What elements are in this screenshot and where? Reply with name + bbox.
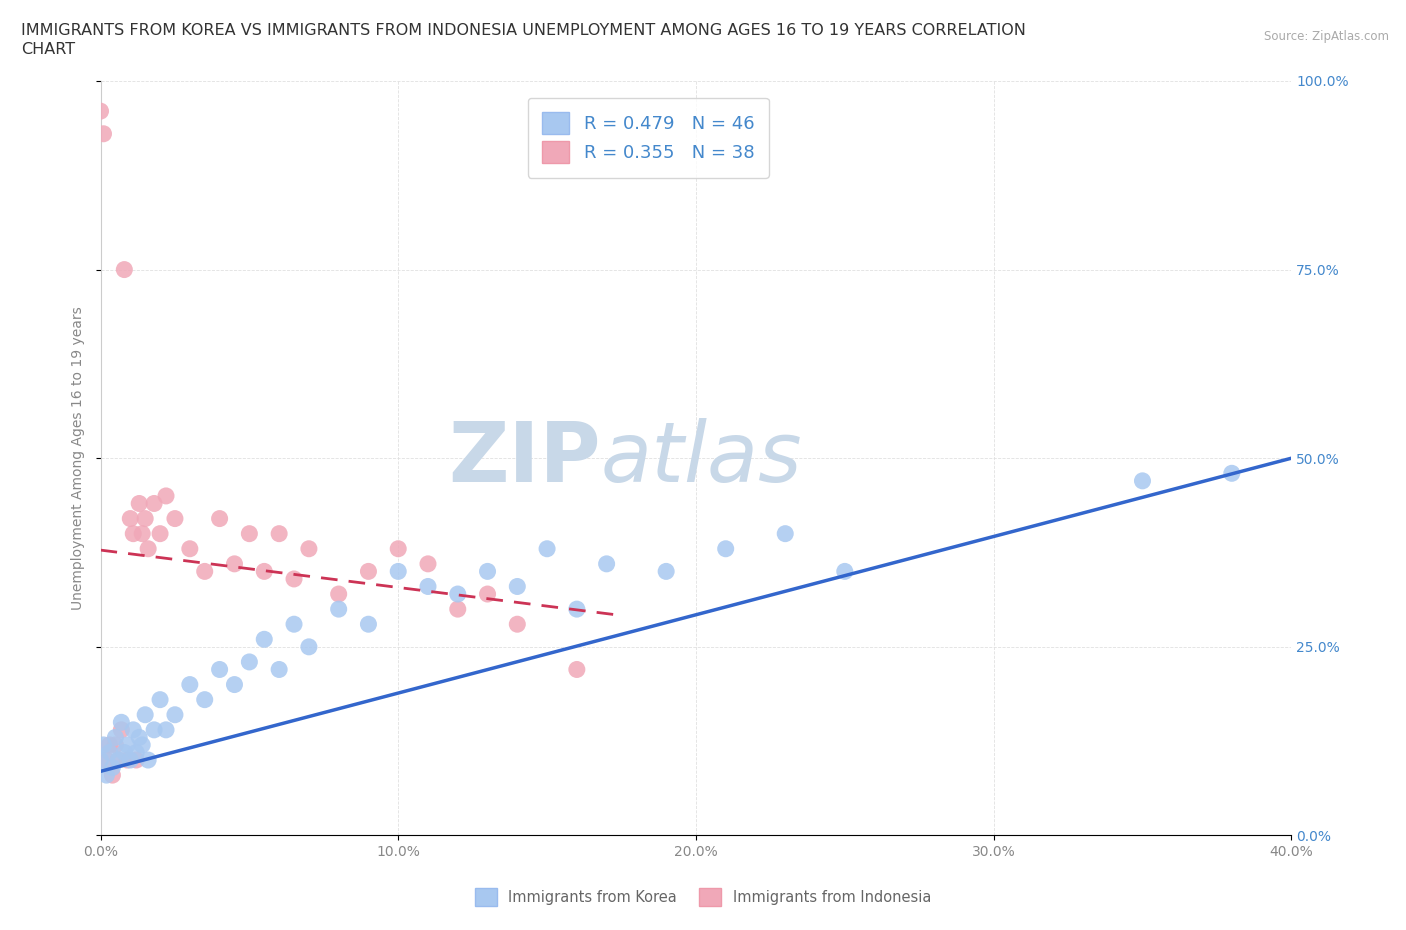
Point bbox=[477, 587, 499, 602]
Point bbox=[101, 767, 124, 782]
Point bbox=[655, 564, 678, 578]
Point bbox=[357, 617, 380, 631]
Point bbox=[134, 512, 156, 526]
Text: ZIP: ZIP bbox=[449, 418, 600, 498]
Point bbox=[595, 556, 617, 571]
Text: atlas: atlas bbox=[600, 418, 803, 498]
Point bbox=[298, 541, 321, 556]
Point bbox=[155, 723, 177, 737]
Point bbox=[110, 715, 132, 730]
Point bbox=[194, 692, 217, 707]
Point bbox=[110, 723, 132, 737]
Point bbox=[98, 737, 121, 752]
Point bbox=[194, 564, 217, 578]
Point bbox=[179, 677, 201, 692]
Point bbox=[93, 737, 115, 752]
Point bbox=[834, 564, 856, 578]
Point bbox=[208, 662, 231, 677]
Legend: R = 0.479   N = 46, R = 0.355   N = 38: R = 0.479 N = 46, R = 0.355 N = 38 bbox=[527, 98, 769, 178]
Text: IMMIGRANTS FROM KOREA VS IMMIGRANTS FROM INDONESIA UNEMPLOYMENT AMONG AGES 16 TO: IMMIGRANTS FROM KOREA VS IMMIGRANTS FROM… bbox=[21, 23, 1026, 38]
Point bbox=[107, 752, 129, 767]
Point bbox=[96, 767, 118, 782]
Point bbox=[238, 655, 260, 670]
Point bbox=[283, 617, 305, 631]
Text: CHART: CHART bbox=[21, 42, 75, 57]
Point bbox=[269, 662, 291, 677]
Point bbox=[149, 692, 172, 707]
Point bbox=[128, 496, 150, 511]
Point bbox=[136, 752, 159, 767]
Point bbox=[416, 579, 439, 594]
Legend: Immigrants from Korea, Immigrants from Indonesia: Immigrants from Korea, Immigrants from I… bbox=[470, 882, 936, 911]
Point bbox=[773, 526, 796, 541]
Point bbox=[283, 572, 305, 587]
Point bbox=[163, 708, 186, 723]
Point bbox=[1220, 466, 1243, 481]
Point bbox=[565, 662, 588, 677]
Point bbox=[117, 752, 139, 767]
Point bbox=[131, 526, 153, 541]
Point bbox=[536, 541, 558, 556]
Point bbox=[93, 126, 115, 141]
Point bbox=[163, 512, 186, 526]
Point bbox=[143, 723, 166, 737]
Point bbox=[149, 526, 172, 541]
Point bbox=[104, 730, 127, 745]
Point bbox=[179, 541, 201, 556]
Point bbox=[122, 526, 145, 541]
Point bbox=[298, 640, 321, 655]
Point bbox=[125, 752, 148, 767]
Point bbox=[506, 617, 529, 631]
Point bbox=[125, 745, 148, 760]
Point bbox=[134, 708, 156, 723]
Point bbox=[107, 752, 129, 767]
Point bbox=[131, 737, 153, 752]
Point bbox=[89, 752, 111, 767]
Point bbox=[122, 723, 145, 737]
Point bbox=[98, 745, 121, 760]
Point bbox=[328, 587, 350, 602]
Point bbox=[89, 103, 111, 118]
Point bbox=[387, 564, 409, 578]
Point bbox=[120, 512, 142, 526]
Point bbox=[253, 631, 276, 646]
Point bbox=[387, 541, 409, 556]
Point bbox=[128, 730, 150, 745]
Point bbox=[143, 496, 166, 511]
Point bbox=[101, 760, 124, 775]
Point bbox=[120, 752, 142, 767]
Y-axis label: Unemployment Among Ages 16 to 19 years: Unemployment Among Ages 16 to 19 years bbox=[72, 306, 86, 610]
Point bbox=[1132, 473, 1154, 488]
Point bbox=[224, 677, 246, 692]
Point bbox=[238, 526, 260, 541]
Point bbox=[506, 579, 529, 594]
Point bbox=[224, 556, 246, 571]
Point bbox=[447, 602, 470, 617]
Point bbox=[117, 737, 139, 752]
Point bbox=[112, 745, 135, 760]
Point bbox=[357, 564, 380, 578]
Point bbox=[136, 541, 159, 556]
Point bbox=[714, 541, 737, 556]
Point bbox=[96, 752, 118, 767]
Text: Source: ZipAtlas.com: Source: ZipAtlas.com bbox=[1264, 30, 1389, 43]
Point bbox=[416, 556, 439, 571]
Point bbox=[253, 564, 276, 578]
Point bbox=[565, 602, 588, 617]
Point bbox=[477, 564, 499, 578]
Point bbox=[269, 526, 291, 541]
Point bbox=[328, 602, 350, 617]
Point bbox=[447, 587, 470, 602]
Point bbox=[112, 262, 135, 277]
Point bbox=[155, 488, 177, 503]
Point bbox=[208, 512, 231, 526]
Point bbox=[104, 737, 127, 752]
